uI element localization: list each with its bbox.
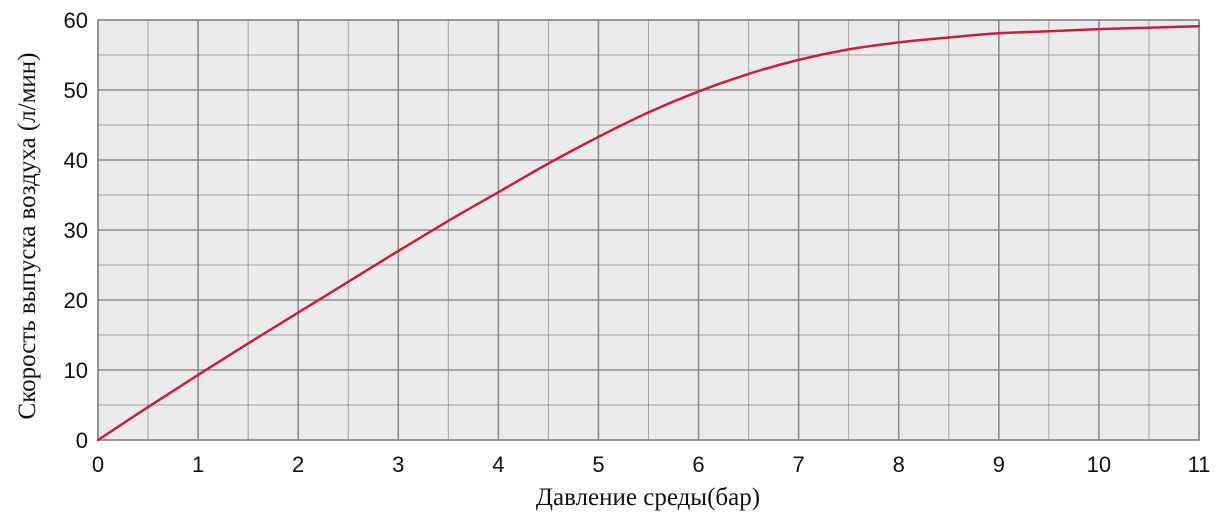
x-tick-labels: 0 1 2 3 4 5 6 7 8 9 10 11 xyxy=(92,452,1211,477)
y-tick-labels: 0 10 20 30 40 50 60 xyxy=(64,8,88,453)
y-tick-label: 0 xyxy=(76,428,88,453)
series-line xyxy=(96,25,1201,442)
x-tick-label: 4 xyxy=(492,452,504,477)
x-tick-label: 8 xyxy=(893,452,905,477)
x-tick-label: 0 xyxy=(92,452,104,477)
y-tick-label: 10 xyxy=(64,358,88,383)
grid-major xyxy=(97,19,1200,441)
x-tick-label: 1 xyxy=(192,452,204,477)
y-tick-label: 60 xyxy=(64,8,88,33)
y-axis-title: Скорость выпуска воздуха (л/мин) xyxy=(14,53,41,420)
y-tick-label: 30 xyxy=(64,218,88,243)
x-tick-label: 6 xyxy=(692,452,704,477)
x-tick-label: 11 xyxy=(1188,452,1211,477)
x-tick-label: 10 xyxy=(1087,452,1111,477)
x-tick-label: 9 xyxy=(993,452,1005,477)
x-tick-label: 2 xyxy=(292,452,304,477)
y-tick-label: 50 xyxy=(64,78,88,103)
x-tick-label: 5 xyxy=(592,452,604,477)
y-tick-label: 20 xyxy=(64,288,88,313)
plot-border xyxy=(97,19,1200,441)
x-axis-title: Давление среды(бар) xyxy=(536,484,760,511)
y-tick-label: 40 xyxy=(64,148,88,173)
x-tick-label: 7 xyxy=(793,452,805,477)
x-tick-label: 3 xyxy=(392,452,404,477)
